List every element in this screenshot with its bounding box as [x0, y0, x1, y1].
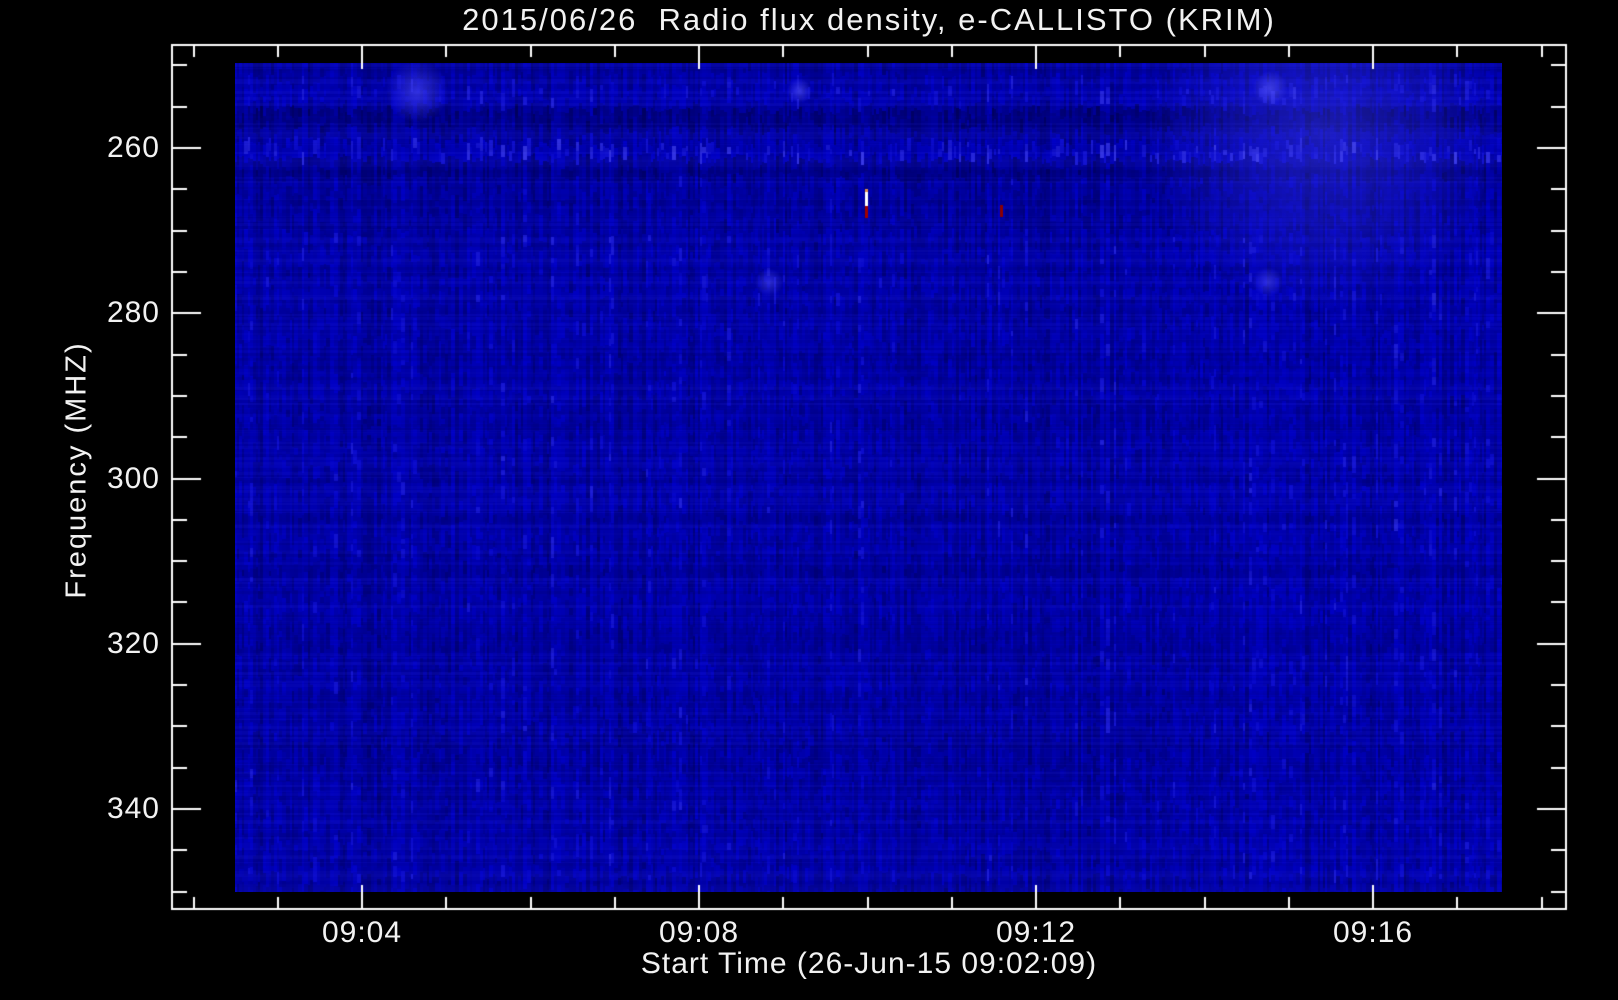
y-tick-label: 260 [106, 131, 160, 164]
y-tick-label: 340 [106, 792, 160, 825]
y-tick-label: 320 [106, 626, 160, 660]
x-axis-title: Start Time (26-Jun-15 09:02:09) [640, 947, 1098, 980]
x-tick-label: 09:16 [1332, 916, 1414, 949]
x-tick-label: 09:08 [658, 916, 740, 949]
chart-title: 2015/06/26 Radio flux density, e-CALLIST… [462, 2, 1276, 37]
y-axis-title: Frequency (MHZ) [60, 341, 93, 599]
y-tick-label: 280 [106, 296, 160, 330]
x-tick-label: 09:12 [995, 916, 1077, 949]
y-tick-label: 300 [106, 461, 160, 495]
x-tick-label: 09:04 [321, 916, 403, 949]
